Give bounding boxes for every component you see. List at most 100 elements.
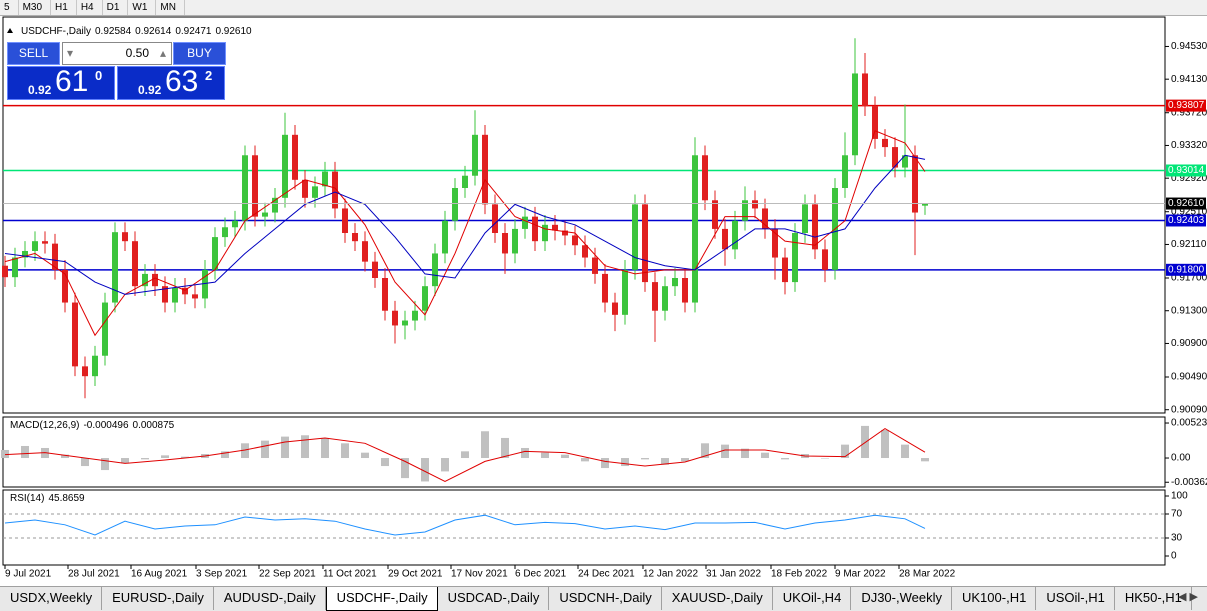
candle-body [212, 237, 218, 270]
chart-tab[interactable]: DJ30-,Weekly [851, 587, 952, 610]
candle-body [522, 216, 528, 229]
candle-body [102, 302, 108, 356]
candle-body [272, 197, 278, 213]
y-tick-label: 0.92510 [1171, 206, 1207, 217]
timeframe-button[interactable]: MN [156, 0, 185, 15]
chart-tab[interactable]: UKOil-,H4 [773, 587, 852, 610]
chart-tab[interactable]: EURUSD-,Daily [102, 587, 214, 610]
candle-body [402, 320, 408, 326]
ask-big: 63 [165, 65, 199, 98]
candle-body [602, 273, 608, 303]
macd-bar [81, 458, 89, 467]
rsi-panel [2, 489, 1166, 566]
macd-bar [181, 456, 189, 459]
candle-body [612, 302, 618, 315]
macd-bar [641, 458, 649, 460]
macd-bar [921, 458, 929, 462]
ask-prefix: 0.92 [138, 83, 162, 97]
candle-body [862, 73, 868, 107]
candle-body [482, 134, 488, 205]
candle-body [552, 224, 558, 231]
chart-tab[interactable]: XAUUSD-,Daily [662, 587, 773, 610]
candle-body [92, 355, 98, 377]
x-tick-label: 29 Oct 2021 [388, 569, 443, 580]
header-part: 0.92584 [95, 26, 132, 37]
sell-button[interactable]: SELL [7, 42, 60, 65]
candle-body [412, 310, 418, 321]
timeframe-button[interactable]: D1 [103, 0, 129, 15]
candle-body [22, 251, 28, 258]
chart-tab[interactable]: USDCNH-,Daily [549, 587, 662, 610]
candle-body [532, 216, 538, 242]
y-tick-label: 0.94530 [1171, 41, 1207, 52]
y-tick-label: 0.00523 [1171, 418, 1207, 429]
candle-body [322, 171, 328, 187]
x-tick-label: 17 Nov 2021 [451, 569, 508, 580]
macd-bar [221, 451, 229, 459]
candle-body [672, 278, 678, 287]
candle-body [452, 188, 458, 221]
candle-body [62, 269, 68, 303]
chart-tab[interactable]: USDCHF-,Daily [325, 587, 438, 611]
candle-body [562, 230, 568, 236]
lot-down[interactable]: ▾ [67, 46, 74, 60]
chart-tab[interactable]: USDCAD-,Daily [438, 587, 550, 610]
macd-bar [741, 448, 749, 459]
timeframe-button[interactable]: W1 [128, 0, 157, 15]
chart-tab[interactable]: HK50-,H1 [1115, 587, 1192, 610]
lot-field[interactable]: ▾ 0.50 ▴ [62, 42, 172, 65]
one-click-trading: SELL ▾ 0.50 ▴ BUY 0.92 61 0 0.92 63 2 [5, 40, 227, 100]
candle-body [202, 269, 208, 299]
timeframe-button[interactable]: M30 [19, 0, 52, 15]
macd-bar [841, 444, 849, 459]
macd-bar [541, 452, 549, 459]
timeframe-toolbar: 5 M30 H1 H4 D1 W1 MN [0, 0, 1207, 16]
macd-bar [681, 458, 689, 462]
timeframe-button[interactable]: H4 [77, 0, 103, 15]
y-tick-label: -0.00362 [1171, 477, 1207, 488]
macd-bar [361, 452, 369, 459]
chart-tab[interactable]: USOil-,H1 [1036, 587, 1115, 610]
y-tick-label: 0.90090 [1171, 404, 1207, 415]
indicator-line [4, 154, 926, 295]
macd-bar [561, 454, 569, 459]
candle-body [332, 171, 338, 209]
timeframe-button[interactable]: H1 [51, 0, 77, 15]
candle-body [742, 200, 748, 221]
candle-body [342, 208, 348, 233]
candle-body [462, 175, 468, 188]
candle-body [432, 253, 438, 287]
candle-body [472, 134, 478, 176]
macd-bar [61, 454, 69, 459]
bid-quote[interactable]: 0.92 61 0 [7, 65, 115, 100]
ask-quote[interactable]: 0.92 63 2 [117, 65, 225, 100]
candle-body [222, 227, 228, 238]
macd-bar [501, 437, 509, 459]
chart-tab[interactable]: AUDUSD-,Daily [214, 587, 326, 610]
lot-up[interactable]: ▴ [159, 46, 166, 60]
bid-pip: 0 [95, 68, 103, 83]
candle-body [632, 204, 638, 270]
candle-body [262, 212, 268, 217]
candle-body [572, 235, 578, 246]
buy-button[interactable]: BUY [173, 42, 226, 65]
candle-body [172, 287, 178, 303]
timeframe-button[interactable]: 5 [0, 0, 19, 15]
x-tick-label: 28 Jul 2021 [68, 569, 120, 580]
candle-body [382, 278, 388, 311]
candle-body [682, 278, 688, 303]
chart-tab[interactable]: UK100-,H1 [952, 587, 1037, 610]
header-part: 0.92471 [175, 26, 212, 37]
macd-bar [321, 437, 329, 459]
candle-body [112, 232, 118, 303]
candle-body [352, 233, 358, 242]
candle-body [52, 243, 58, 270]
candle-body [252, 155, 258, 217]
candle-body [842, 155, 848, 188]
ask-pip: 2 [205, 68, 213, 83]
chart-tab[interactable]: USDX,Weekly [0, 587, 103, 610]
header-part: 0.92614 [135, 26, 172, 37]
y-tick-label: 0.92920 [1171, 173, 1207, 184]
tab-scroll[interactable]: ◀ ▶ [1178, 591, 1198, 603]
candle-body [652, 282, 658, 311]
